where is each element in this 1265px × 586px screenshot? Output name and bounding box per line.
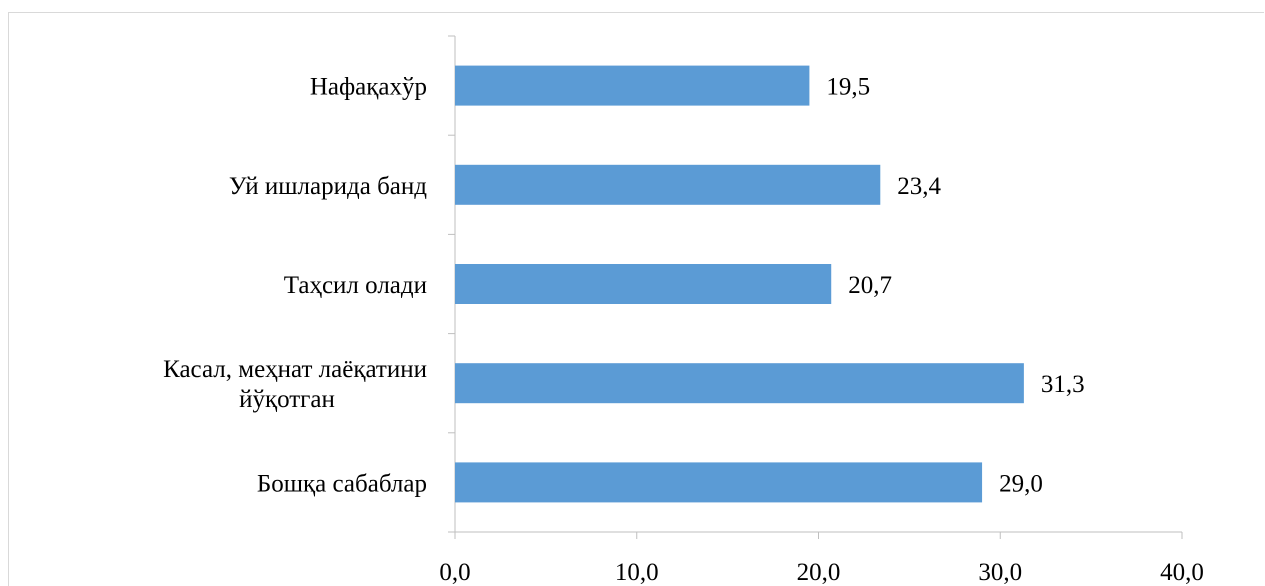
data-label: 23,4 <box>897 173 941 200</box>
labels: 0,0 10,0 20,0 30,0 40,0 19,5 Нафақахўр 23,4 Уй и… <box>163 74 1204 586</box>
category-label-line: Уй ишларида банд <box>229 173 427 200</box>
bar <box>455 165 880 205</box>
bar <box>455 363 1024 403</box>
x-tick-label: 30,0 <box>978 559 1022 586</box>
x-tick-label: 0,0 <box>439 559 470 586</box>
x-tick-label: 10,0 <box>615 559 659 586</box>
category-label-line: Бошқа сабаблар <box>257 470 427 497</box>
bar <box>455 462 982 502</box>
category-label: Таҳсил олади <box>284 272 427 299</box>
data-label: 19,5 <box>826 74 870 101</box>
x-tick-label: 40,0 <box>1160 559 1204 586</box>
category-label-line: Нафақахўр <box>310 74 427 101</box>
category-label: Касал, меҳнат лаёқатини йўқотган <box>163 356 427 413</box>
data-label: 20,7 <box>848 272 892 299</box>
x-tick-label: 20,0 <box>797 559 841 586</box>
category-label-line: Таҳсил олади <box>284 272 427 299</box>
data-label: 31,3 <box>1041 371 1085 398</box>
bars <box>455 66 1024 503</box>
data-label: 29,0 <box>999 470 1043 497</box>
bar <box>455 264 831 304</box>
category-label: Нафақахўр <box>310 74 427 101</box>
bar <box>455 66 809 106</box>
category-label: Бошқа сабаблар <box>257 470 427 497</box>
category-label-line: йўқотган <box>239 386 335 413</box>
category-label: Уй ишларида банд <box>229 173 427 200</box>
category-label-line: Касал, меҳнат лаёқатини <box>163 356 427 383</box>
